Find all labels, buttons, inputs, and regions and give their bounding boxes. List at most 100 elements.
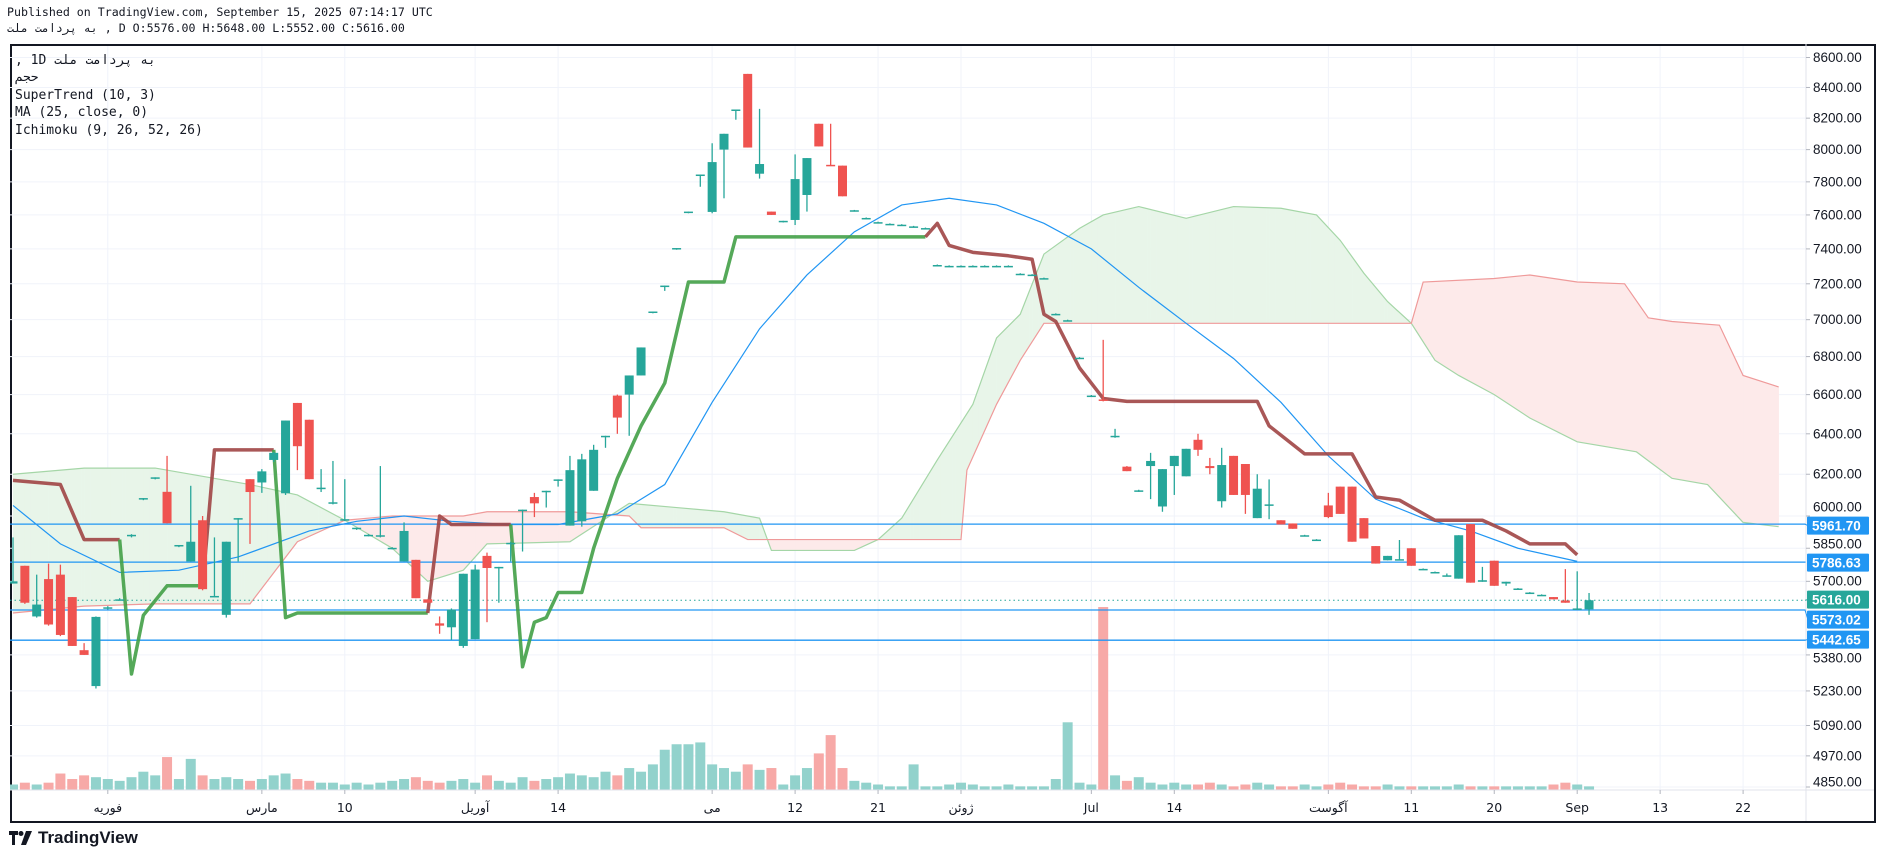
candle-body [55, 574, 65, 635]
ichimoku-cloud-segment [1594, 282, 1599, 446]
candle-body [470, 569, 480, 640]
legend-ichimoku[interactable]: Ichimoku (9, 26, 52, 26) [15, 123, 203, 138]
ichimoku-cloud-segment [501, 511, 506, 544]
ichimoku-cloud-segment [172, 471, 177, 604]
ichimoku-cloud-segment [706, 510, 710, 528]
candle-body [1146, 460, 1156, 467]
ichimoku-cloud-segment [732, 513, 737, 534]
tradingview-logo[interactable]: TradingView [9, 828, 138, 848]
ichimoku-cloud-segment [931, 464, 935, 540]
ichimoku-cloud-segment [489, 511, 494, 544]
ichimoku-cloud-segment [993, 337, 997, 411]
ichimoku-cloud-segment [1713, 324, 1717, 494]
ichimoku-cloud-segment [777, 539, 781, 551]
ichimoku-cloud-segment [424, 516, 429, 582]
candle-body [731, 109, 741, 111]
ichimoku-cloud-segment [919, 483, 923, 540]
ichimoku-cloud-segment [1719, 325, 1723, 501]
ichimoku-cloud-segment [498, 511, 503, 544]
ichimoku-cloud-segment [889, 526, 894, 540]
ichimoku-cloud-segment [1731, 350, 1735, 513]
volume-bar [150, 775, 161, 790]
candle-body [387, 547, 397, 550]
ichimoku-cloud-segment [1580, 282, 1584, 443]
ichimoku-cloud-segment [1100, 214, 1104, 324]
candle [138, 498, 148, 501]
ichimoku-cloud-segment [472, 513, 476, 561]
candle-body [375, 535, 385, 537]
ichimoku-cloud-segment [644, 504, 648, 528]
candle [32, 574, 42, 618]
ichimoku-cloud-segment [504, 511, 509, 544]
ichimoku-cloud-segment [934, 459, 938, 540]
time-tick-label: Jul [1083, 800, 1099, 815]
legend-ma[interactable]: MA (25, close, 0) [15, 105, 149, 120]
candle [790, 154, 800, 226]
ichimoku-cloud-segment [1686, 322, 1691, 482]
candle [1276, 520, 1286, 525]
ichimoku-cloud-segment [1538, 276, 1542, 424]
ichimoku-cloud-segment [833, 539, 837, 551]
candle [1015, 273, 1025, 276]
volume-bar [256, 779, 267, 790]
volume-bar [1038, 786, 1049, 790]
candle-body [1359, 518, 1369, 539]
ichimoku-cloud-segment [555, 511, 559, 543]
candle [423, 599, 433, 603]
ichimoku-cloud-segment [1500, 277, 1504, 401]
candle-body [1584, 600, 1594, 610]
ichimoku-cloud-segment [193, 474, 197, 604]
ichimoku-cloud-segment [1624, 283, 1628, 451]
ichimoku-cloud-segment [321, 507, 325, 531]
ichimoku-cloud-segment [1310, 213, 1314, 324]
legend-volume[interactable]: مجح [15, 70, 39, 85]
ichimoku-cloud-segment [1568, 280, 1572, 439]
ichimoku-cloud-segment [1203, 213, 1208, 324]
candle-body [920, 228, 930, 230]
ichimoku-cloud-segment [1289, 209, 1294, 324]
volume-bar [991, 786, 1002, 790]
volume-bar [209, 779, 220, 790]
candle [91, 616, 101, 689]
ichimoku-cloud-segment [312, 502, 316, 535]
ichimoku-cloud-segment [1328, 227, 1332, 324]
volume-bar [327, 782, 338, 790]
ichimoku-cloud-segment [703, 509, 707, 528]
candle-body [1442, 575, 1452, 577]
volume-bar [351, 782, 362, 790]
ichimoku-cloud-segment [255, 485, 260, 596]
ichimoku-cloud-segment [649, 505, 654, 528]
legend-symbol[interactable]: , 1D تلم تمادرپ هب [15, 53, 156, 68]
ichimoku-cloud-segment [1153, 210, 1157, 324]
legend-supertrend[interactable]: SuperTrend (10, 3) [15, 88, 156, 103]
ichimoku-cloud-segment [1325, 224, 1329, 324]
ichimoku-cloud-segment [463, 515, 467, 571]
volume-bar [754, 769, 765, 790]
volume-bar [1157, 784, 1168, 790]
ichimoku-cloud-segment [1535, 275, 1539, 423]
candle [565, 455, 575, 526]
candle-body [32, 604, 42, 617]
ichimoku-cloud-segment [75, 468, 79, 608]
ichimoku-cloud-segment [1008, 323, 1012, 383]
candle [103, 606, 113, 610]
candle-body [127, 534, 136, 537]
volume-bar [31, 784, 42, 790]
candle [458, 573, 468, 648]
ichimoku-cloud-segment [481, 512, 485, 551]
volume-bar [932, 786, 943, 790]
volume-bar [896, 786, 907, 790]
candle [435, 616, 445, 634]
ichimoku-cloud-segment [1032, 276, 1036, 342]
ichimoku-cloud-segment [1603, 283, 1608, 447]
candle [719, 133, 729, 199]
ichimoku-cloud-segment [1189, 216, 1193, 324]
time-tick-label: ژوئن [948, 800, 973, 816]
ichimoku-cloud-segment [297, 494, 301, 542]
ichimoku-cloud-segment [1215, 210, 1220, 324]
ichimoku-cloud-segment [1698, 323, 1702, 484]
candle-body [1466, 524, 1476, 583]
candle-body [221, 541, 231, 615]
ichimoku-cloud-segment [688, 508, 692, 528]
